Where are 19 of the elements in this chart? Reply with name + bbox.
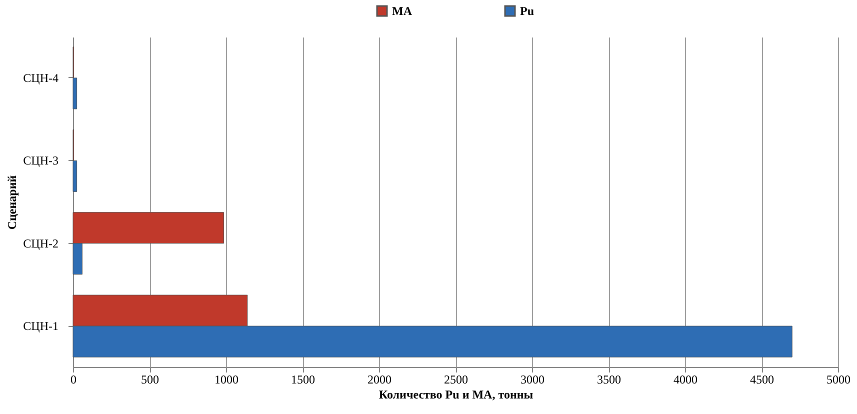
x-tick-label: 5000 [826,372,850,386]
y-tick-label: СЦН-4 [23,70,58,85]
y-axis-title: Сценарий [5,175,20,230]
x-tick-label: 0 [70,372,76,386]
y-tick-label: СЦН-2 [23,236,58,250]
x-axis-title: Количество Pu и МА, тонны [378,388,534,402]
x-tick-label: 3500 [597,372,621,386]
x-tick-label: 4500 [750,372,774,386]
x-tick-label: 3000 [520,372,544,386]
x-tick-label: 1500 [291,372,315,386]
y-tick-label: СЦН-1 [23,319,58,334]
legend-label: Pu [520,4,534,18]
x-tick-label: 1000 [214,372,238,386]
x-tick-label: 2500 [444,372,468,386]
x-tick-label: 500 [141,372,159,386]
legend-label: МА [392,4,412,18]
y-tick-label: СЦН-3 [23,154,58,168]
x-tick-label: 4000 [674,372,698,386]
x-tick-label: 2000 [368,372,392,386]
